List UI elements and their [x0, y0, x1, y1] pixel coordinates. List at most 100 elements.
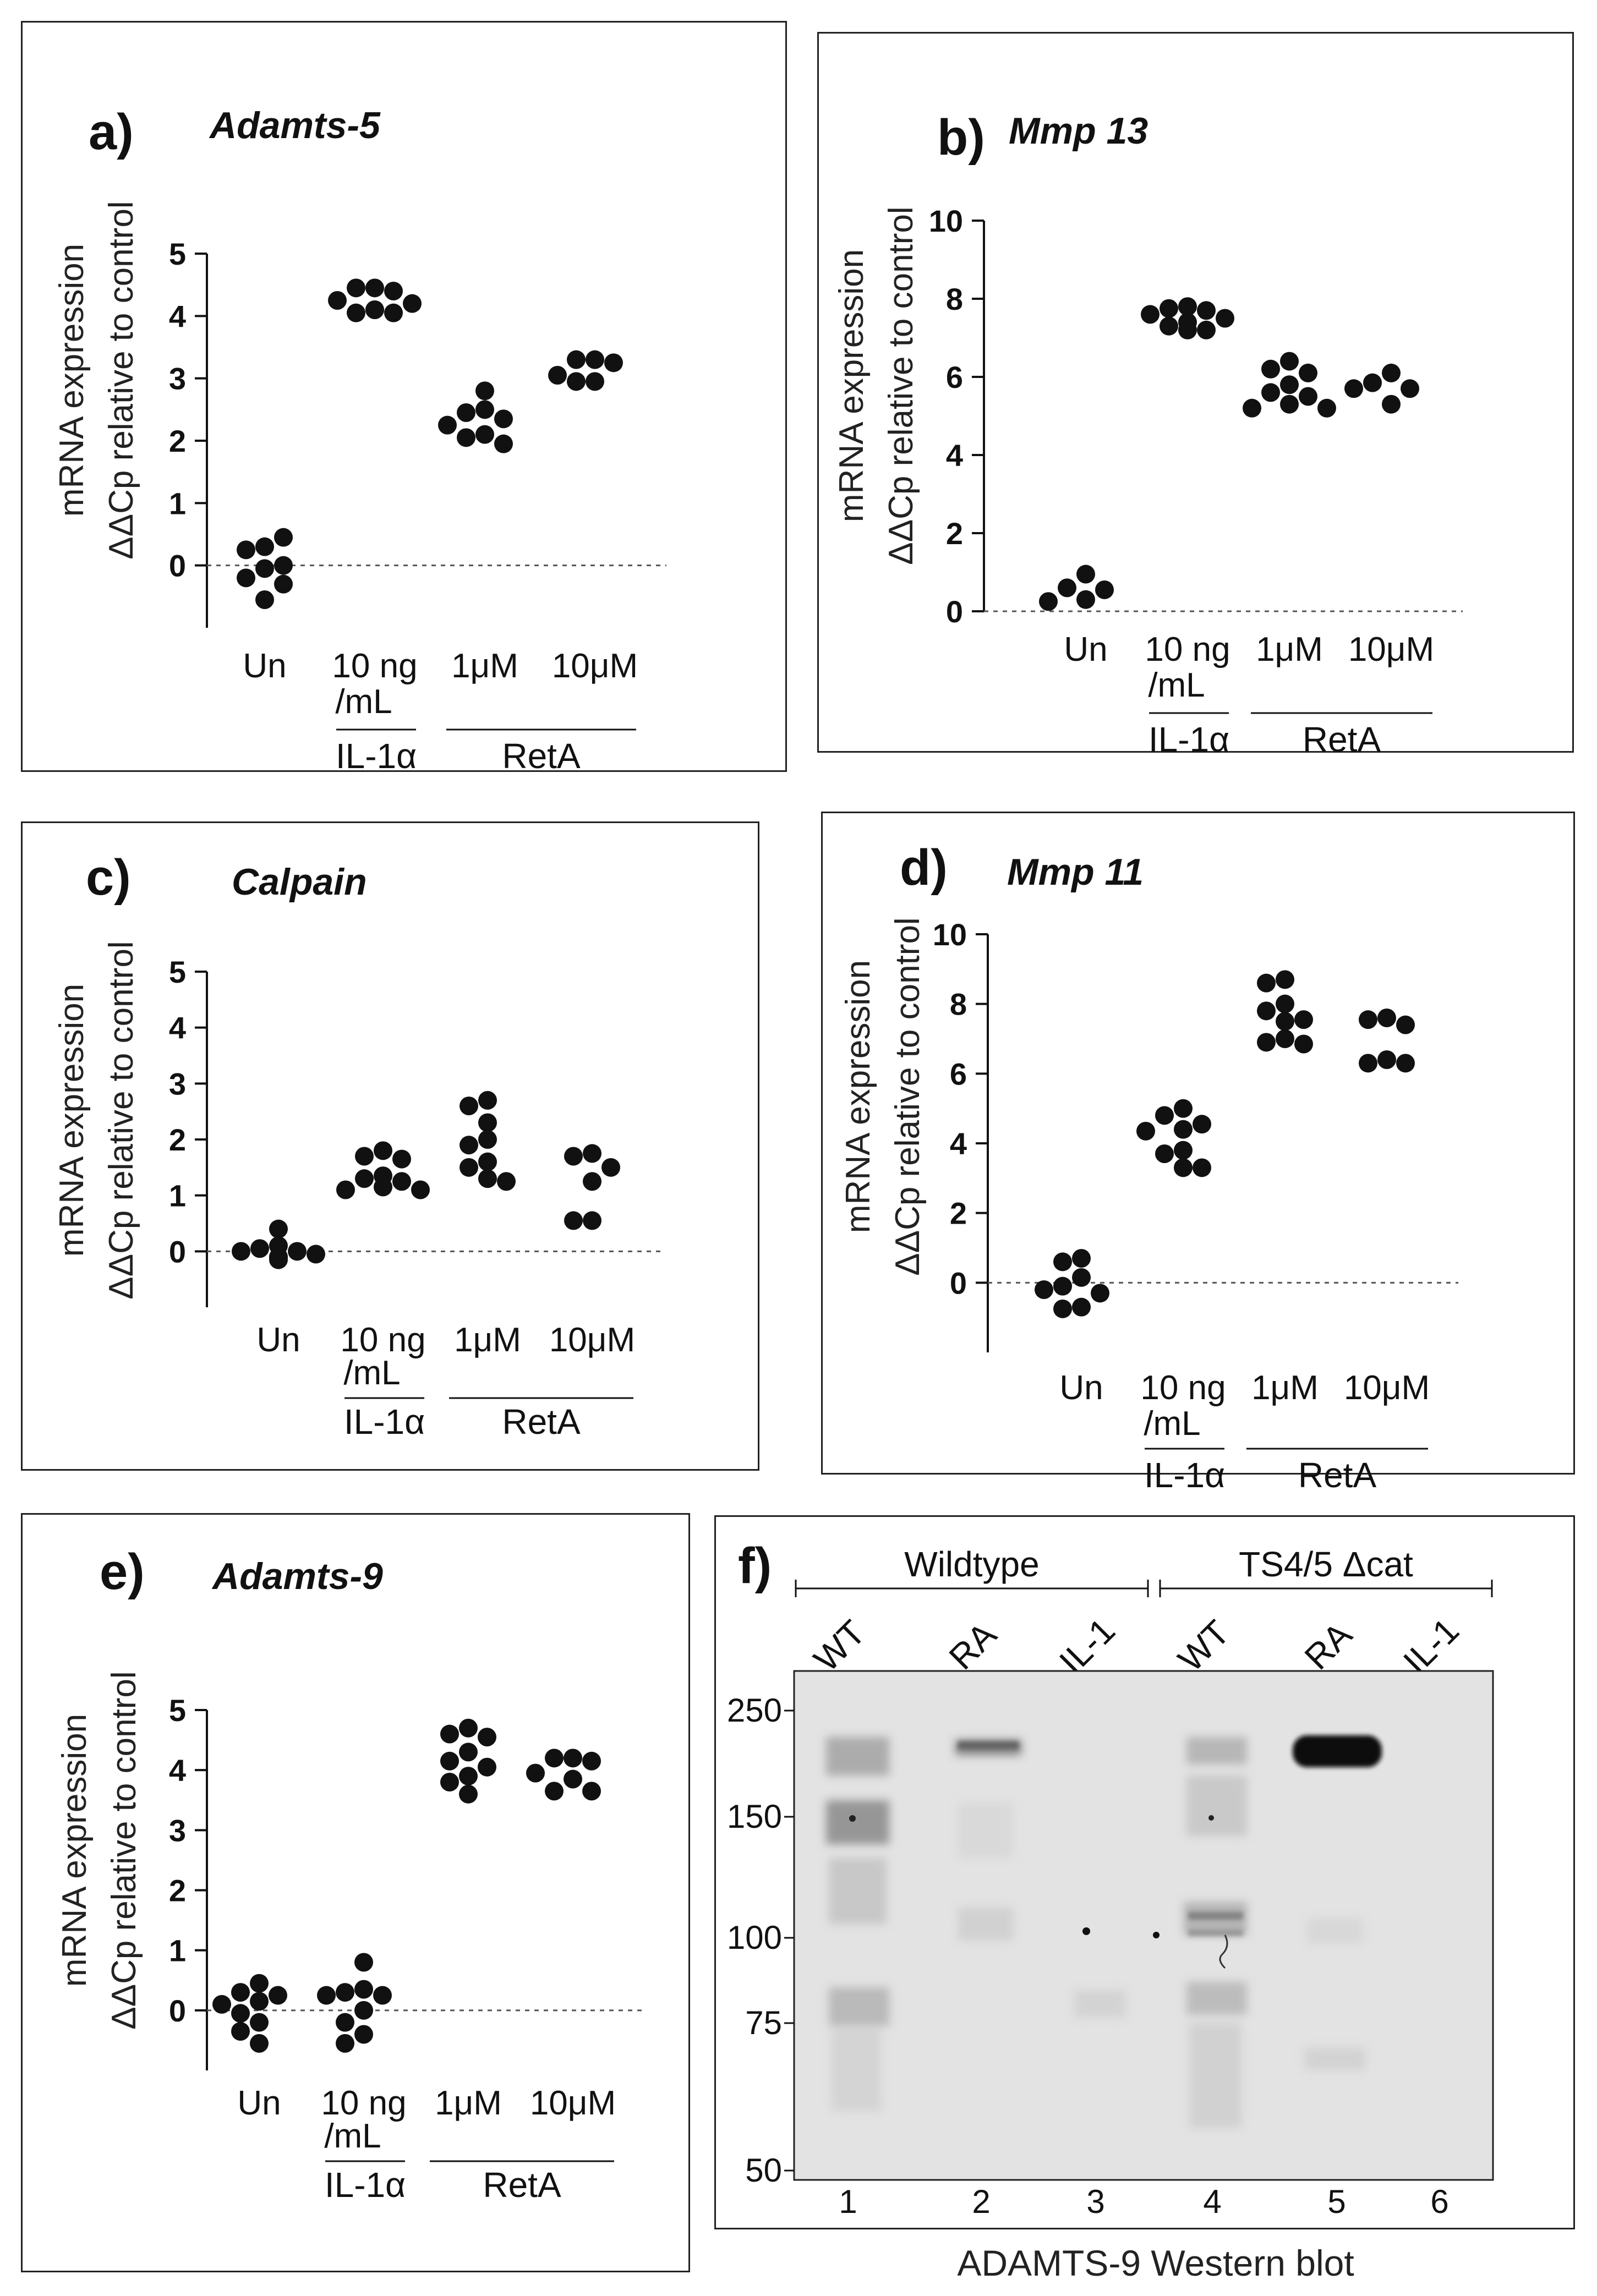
data-point: [475, 381, 494, 401]
category-label-unit: /mL: [324, 2117, 381, 2155]
band: [826, 1800, 889, 1844]
data-point: [269, 1986, 287, 2005]
data-point: [1294, 1034, 1313, 1054]
panel-b: b) Mmp 13 mRNA expression ΔΔCp relative to …: [817, 32, 1574, 759]
group-label: IL-1α: [325, 2165, 406, 2205]
panel-e: e) Adamts-9 mRNA expression ΔΔCp relative t…: [21, 1513, 690, 2272]
data-point: [1257, 1001, 1276, 1021]
data-point: [384, 303, 403, 322]
data-point: [1155, 1106, 1174, 1125]
band: [958, 1741, 1019, 1749]
y-tick-label: 0: [169, 1993, 186, 2028]
data-point: [1193, 1158, 1211, 1177]
y-tick-label: 1: [169, 486, 186, 520]
band: [1188, 1930, 1243, 1936]
mw-marker-label: 250: [727, 1692, 782, 1729]
data-point: [478, 1757, 496, 1777]
data-point: [586, 350, 604, 369]
data-point: [250, 2034, 269, 2053]
data-point: [478, 1169, 497, 1188]
category-label: 1μM: [454, 1321, 521, 1359]
data-point: [231, 2022, 250, 2041]
data-point: [1072, 1297, 1091, 1317]
category-label: Un: [1059, 1369, 1103, 1407]
panel-a: a) Adamts-5 mRNA expression ΔΔCp relative t…: [21, 21, 787, 776]
y-tick-label: 1: [169, 1933, 186, 1968]
group-label: IL-1α: [344, 1402, 425, 1442]
y-axis-label: mRNA expression: [833, 249, 871, 522]
y-axis-label: ΔΔCp relative to control: [102, 201, 140, 559]
data-point: [497, 1172, 516, 1191]
y-tick-label: 5: [169, 237, 186, 271]
data-point: [440, 1724, 459, 1744]
data-point: [1072, 1249, 1091, 1268]
data-point: [1280, 394, 1299, 414]
data-point: [1091, 1284, 1109, 1303]
data-point: [475, 425, 494, 444]
data-point: [1058, 578, 1076, 598]
data-point: [459, 1742, 478, 1762]
data-point: [564, 1749, 582, 1768]
data-point: [355, 1169, 374, 1188]
panel-label: b): [937, 109, 985, 166]
data-point: [1095, 580, 1114, 599]
data-point: [478, 1113, 497, 1132]
lane-number: 2: [972, 2183, 990, 2220]
y-tick-label: 2: [946, 516, 963, 551]
data-point: [586, 372, 604, 391]
data-point: [354, 2001, 373, 2020]
data-point: [604, 353, 623, 372]
data-point: [237, 540, 255, 560]
data-point: [354, 2025, 373, 2044]
gene-title: Mmp 13: [1009, 110, 1148, 152]
band: [1305, 2048, 1365, 2070]
band: [829, 1987, 889, 2026]
data-point: [231, 2004, 250, 2023]
category-label: 10μM: [549, 1321, 635, 1359]
gene-title: Adamts-9: [211, 1555, 383, 1597]
data-point: [567, 372, 586, 391]
y-tick-label: 2: [169, 1873, 186, 1908]
data-point: [1276, 970, 1294, 989]
data-point: [1382, 394, 1401, 414]
data-point: [1377, 1050, 1396, 1069]
data-point: [582, 1782, 601, 1801]
group-label: IL-1α: [336, 736, 417, 776]
chart-e: e) Adamts-9 mRNA expression ΔΔCp relative t…: [56, 1544, 644, 2205]
data-point: [1257, 1033, 1276, 1052]
data-point: [255, 537, 274, 556]
blot-bands: [826, 1737, 1365, 2128]
band: [958, 1908, 1013, 1941]
y-axis-label: ΔΔCp relative to control: [102, 941, 140, 1299]
lane-number: 3: [1086, 2183, 1104, 2220]
data-point: [1160, 299, 1178, 318]
y-tick-label: 0: [950, 1265, 967, 1300]
data-point: [411, 1180, 430, 1199]
y-axis-label: mRNA expression: [53, 984, 91, 1257]
data-point: [567, 350, 586, 369]
band: [832, 2029, 881, 2111]
data-point: [403, 294, 422, 313]
data-point: [478, 1091, 497, 1110]
data-point: [440, 1751, 459, 1771]
data-point: [237, 568, 255, 588]
data-point: [459, 1767, 478, 1786]
data-point: [1294, 1010, 1313, 1029]
group-label: RetA: [502, 1402, 581, 1442]
gene-title: Adamts-5: [209, 105, 381, 146]
band: [958, 1803, 1013, 1858]
blot-membrane: [793, 1670, 1494, 2181]
panel-label: d): [900, 840, 948, 896]
data-point: [328, 291, 347, 310]
y-tick-label: 4: [946, 438, 963, 473]
data-point: [1160, 316, 1178, 336]
data-point: [354, 1953, 373, 1972]
western-blot: f) Wildtype TS4/5 Δcat WT RA IL-1 WT RA IL-1: [727, 1538, 1494, 2220]
mw-marker-label: 100: [727, 1919, 782, 1956]
lane-number: 1: [839, 2183, 857, 2220]
data-point: [1178, 297, 1197, 316]
data-point: [336, 2034, 354, 2053]
category-label: 10 ng: [321, 2084, 406, 2122]
y-axis-label: mRNA expression: [839, 960, 877, 1233]
data-point: [583, 1172, 601, 1191]
